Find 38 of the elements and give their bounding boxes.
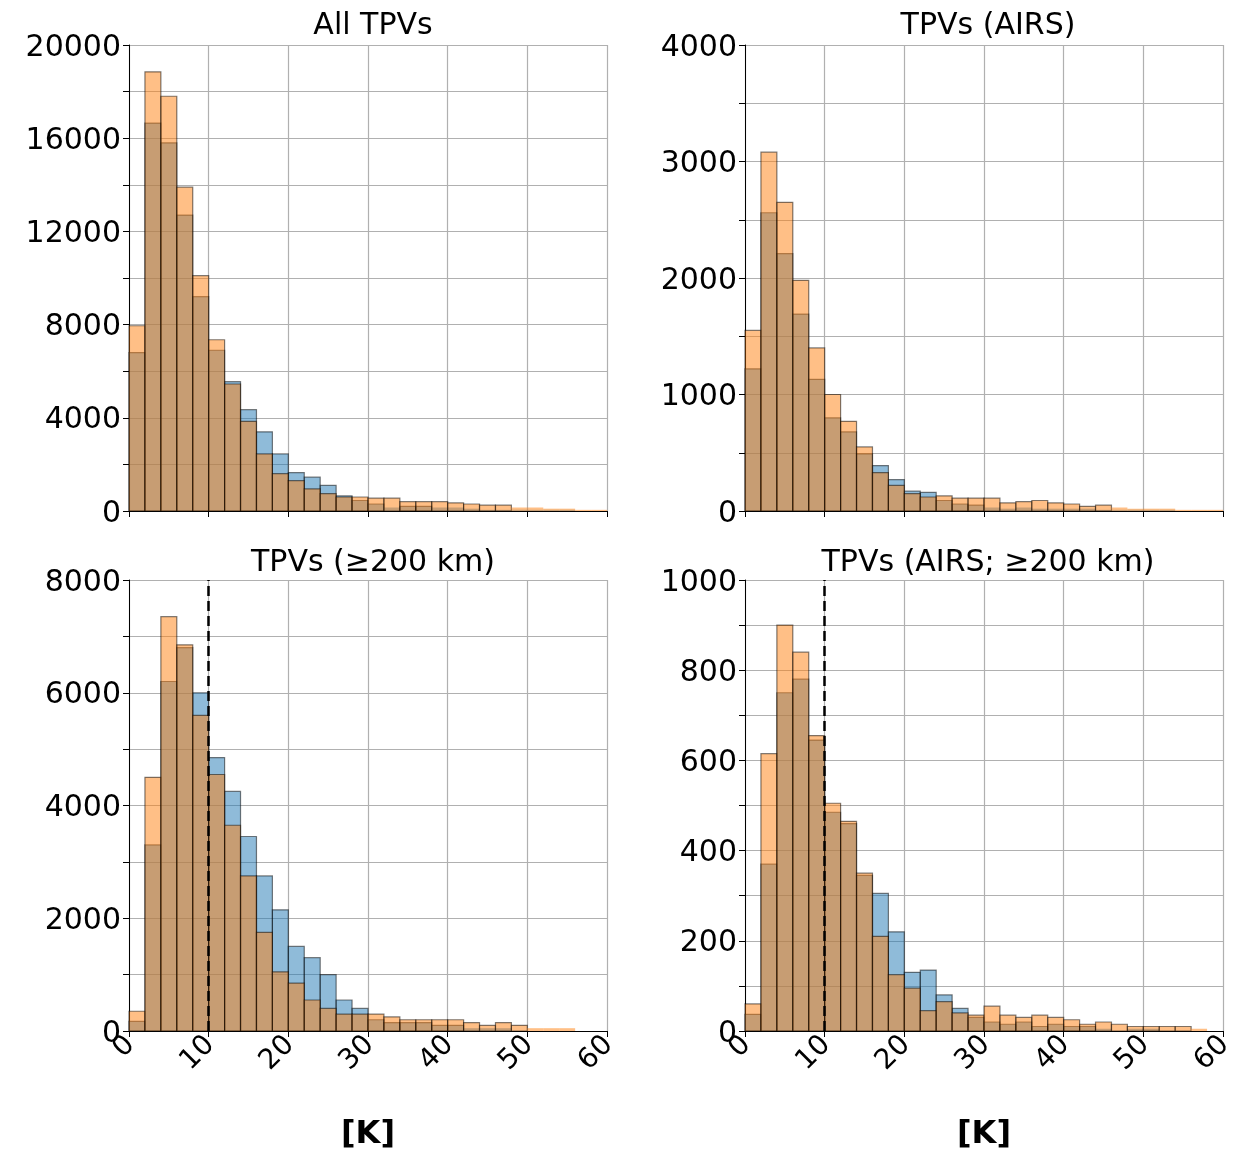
chart-title: TPVs (AIRS) xyxy=(899,5,1076,41)
x-tick-label: 30 xyxy=(947,1027,996,1076)
y-tick-label: 4000 xyxy=(660,27,737,63)
x-axis-title: [K] xyxy=(956,1113,1012,1151)
x-tick-label: 10 xyxy=(171,1027,221,1076)
y-tick-label: 16000 xyxy=(25,120,121,156)
x-tick-label: 40 xyxy=(410,1027,460,1076)
y-tick-label: 8000 xyxy=(44,562,121,598)
y-tick-label: 0 xyxy=(101,493,121,529)
y-tick-label: 4000 xyxy=(44,788,121,823)
x-tick-label: 60 xyxy=(570,1027,619,1076)
y-tick-label: 2000 xyxy=(44,900,121,936)
x-axis-title: [K] xyxy=(340,1113,396,1151)
y-tick-label: 2000 xyxy=(660,260,737,296)
x-tick-label: 10 xyxy=(787,1027,837,1076)
y-tick-label: 8000 xyxy=(44,307,121,343)
chart-title: All TPVs xyxy=(313,5,433,41)
y-tick-label: 600 xyxy=(679,742,737,778)
x-tick-label: 40 xyxy=(1026,1027,1076,1076)
y-tick-label: 12000 xyxy=(25,213,121,249)
x-tick-label: 50 xyxy=(490,1027,539,1076)
y-tick-label: 0 xyxy=(717,493,737,529)
x-tick-label: 60 xyxy=(1186,1027,1235,1076)
y-tick-label: 200 xyxy=(679,923,737,959)
y-tick-label: 20000 xyxy=(25,27,121,63)
y-tick-label: 800 xyxy=(679,652,737,688)
y-tick-label: 1000 xyxy=(660,377,737,412)
x-tick-label: 30 xyxy=(331,1027,380,1076)
y-tick-label: 6000 xyxy=(44,675,121,711)
x-tick-label: 20 xyxy=(251,1027,300,1076)
x-tick-label: 50 xyxy=(1106,1027,1155,1076)
y-tick-label: 3000 xyxy=(660,144,737,179)
chart-title: TPVs (≥200 km) xyxy=(249,542,496,578)
y-tick-label: 1000 xyxy=(660,562,737,598)
y-tick-label: 400 xyxy=(679,833,737,869)
y-tick-label: 4000 xyxy=(44,400,121,436)
x-tick-label: 20 xyxy=(867,1027,916,1076)
chart-title: TPVs (AIRS; ≥200 km) xyxy=(820,542,1155,578)
